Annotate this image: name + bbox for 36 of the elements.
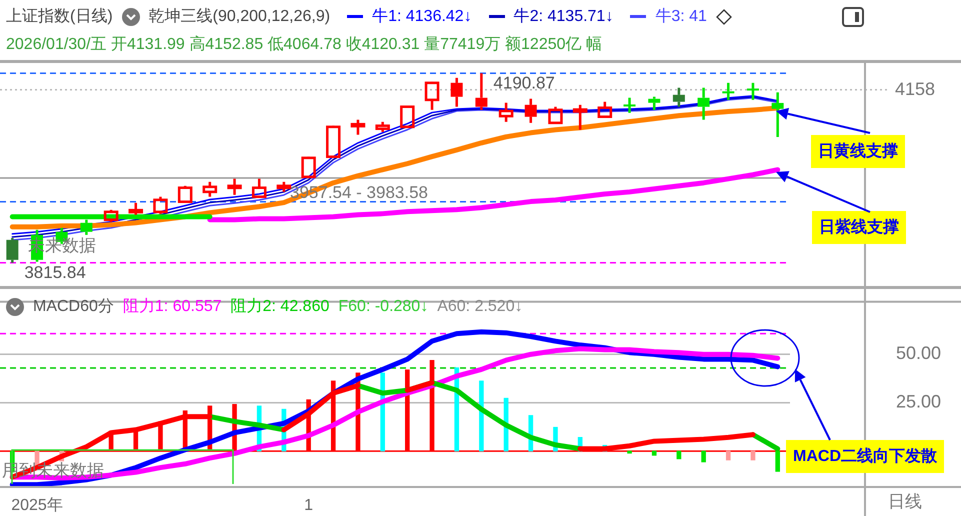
y-tick-label: 50.00	[896, 343, 941, 364]
bar	[726, 450, 731, 460]
text: 日黄线支撑	[811, 135, 905, 168]
candlestick	[252, 178, 266, 200]
legend-title: 乾坤三线(90,200,12,26,9)	[148, 6, 330, 27]
legend-label: 牛3: 41	[655, 6, 707, 27]
bar	[775, 450, 780, 472]
y-tick-label: 25.00	[896, 392, 941, 412]
ref-line-label: 4190.87	[493, 73, 555, 92]
chart-subtitle: 2026/01/30/五 开4131.99 高4152.85 低4064.78 收4120.31 量77419万 额12250亿 幅	[6, 34, 602, 55]
candlestick	[572, 104, 588, 132]
legend-label: 牛1: 4136.42↓	[372, 6, 472, 27]
bar	[627, 450, 632, 454]
chart-title: MACD60分	[33, 297, 114, 317]
text: 日紫线支撑	[812, 211, 906, 244]
text: MACD二线向下发散	[786, 440, 944, 473]
ref-line-label: 3815.84	[24, 263, 86, 282]
legend-label: 牛2: 4135.71↓	[514, 6, 614, 27]
annotation: A60: 2.520↓	[437, 298, 523, 316]
annotation: F60: -0.280↓	[338, 298, 428, 316]
ref-line-label: 阻力2: 42.860	[230, 296, 330, 317]
ref-line-label: 4158	[894, 78, 935, 99]
text: 日线	[888, 491, 922, 513]
bar	[676, 450, 682, 460]
chart-title: 上证指数(日线)	[6, 6, 113, 27]
candlestick	[424, 80, 440, 112]
candlestick	[227, 178, 242, 196]
candlestick	[350, 118, 366, 136]
candlestick	[202, 180, 218, 198]
candlestick	[498, 102, 514, 124]
x-tick-label: 1	[304, 497, 314, 514]
bar	[750, 450, 756, 460]
candlestick	[128, 202, 144, 216]
ref-line-label: 阻力1: 60.557	[122, 296, 222, 317]
bar	[701, 450, 706, 462]
x-tick-label: 2025年	[11, 497, 63, 514]
